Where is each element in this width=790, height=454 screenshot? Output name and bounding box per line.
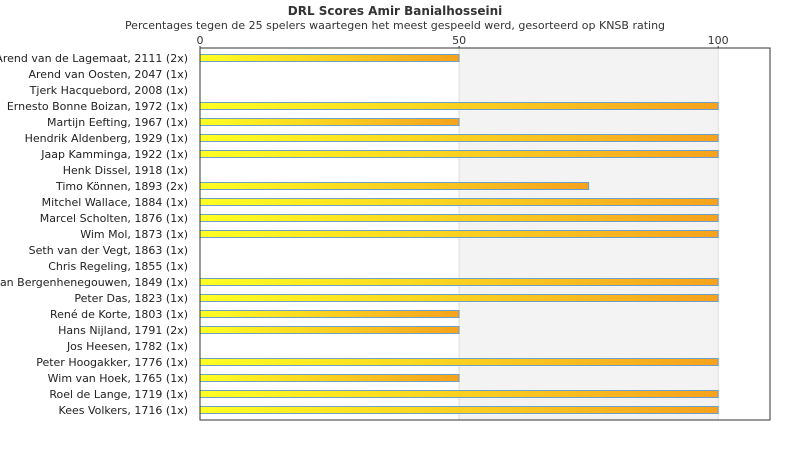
x-tick-label: 0 bbox=[197, 34, 204, 47]
bar bbox=[199, 150, 719, 158]
bar bbox=[199, 54, 460, 62]
category-label: Wim van Hoek, 1765 (1x) bbox=[48, 372, 188, 385]
category-label: Jaap Kamminga, 1922 (1x) bbox=[40, 148, 188, 161]
chart-subtitle: Percentages tegen de 25 spelers waartege… bbox=[125, 19, 665, 32]
category-label: Mitchel Wallace, 1884 (1x) bbox=[42, 196, 188, 209]
category-label: Hans Nijland, 1791 (2x) bbox=[58, 324, 188, 337]
bar bbox=[199, 406, 719, 414]
category-label: Roel de Lange, 1719 (1x) bbox=[49, 388, 188, 401]
category-label: Timo Können, 1893 (2x) bbox=[55, 180, 188, 193]
bar bbox=[199, 118, 460, 126]
category-label: Tjerk Hacquebord, 2008 (1x) bbox=[29, 84, 188, 97]
category-label: Peter Das, 1823 (1x) bbox=[74, 292, 188, 305]
bar bbox=[199, 390, 719, 398]
category-label: Seth van der Vegt, 1863 (1x) bbox=[29, 244, 188, 257]
category-label: Wim Mol, 1873 (1x) bbox=[80, 228, 188, 241]
bar bbox=[199, 134, 719, 142]
category-label: Arend van de Lagemaat, 2111 (2x) bbox=[0, 52, 188, 65]
bar bbox=[199, 326, 460, 334]
category-label: Jos Heesen, 1782 (1x) bbox=[66, 340, 188, 353]
x-tick-label: 100 bbox=[708, 34, 729, 47]
category-label: Martijn Eefting, 1967 (1x) bbox=[47, 116, 188, 129]
category-label: Henk Dissel, 1918 (1x) bbox=[63, 164, 188, 177]
bar bbox=[199, 278, 719, 286]
chart-title: DRL Scores Amir Banialhosseini bbox=[288, 4, 503, 18]
bar bbox=[199, 310, 460, 318]
bar bbox=[199, 182, 590, 190]
category-label: Chris Regeling, 1855 (1x) bbox=[48, 260, 188, 273]
x-tick-label: 50 bbox=[452, 34, 466, 47]
bar bbox=[199, 198, 719, 206]
category-label: Ernesto Bonne Boizan, 1972 (1x) bbox=[7, 100, 188, 113]
plot-area: 0 50 100 Arend van de Lagemaat, 2111 (2x) Ar… bbox=[0, 34, 771, 421]
bar bbox=[199, 358, 719, 366]
bar bbox=[199, 294, 719, 302]
category-label: Hendrik Aldenberg, 1929 (1x) bbox=[25, 132, 188, 145]
plot-frame bbox=[199, 47, 771, 421]
category-label: Peter Hoogakker, 1776 (1x) bbox=[36, 356, 188, 369]
category-label: René de Korte, 1803 (1x) bbox=[50, 308, 188, 321]
bar bbox=[199, 230, 719, 238]
bar bbox=[199, 102, 719, 110]
bar bbox=[199, 214, 719, 222]
bar bbox=[199, 374, 460, 382]
category-label: Arend van Oosten, 2047 (1x) bbox=[29, 68, 189, 81]
category-label: Marcel Scholten, 1876 (1x) bbox=[40, 212, 188, 225]
category-label: Kees Volkers, 1716 (1x) bbox=[59, 404, 188, 417]
category-label: Jonathan van Bergenhenegouwen, 1849 (1x) bbox=[0, 276, 188, 289]
